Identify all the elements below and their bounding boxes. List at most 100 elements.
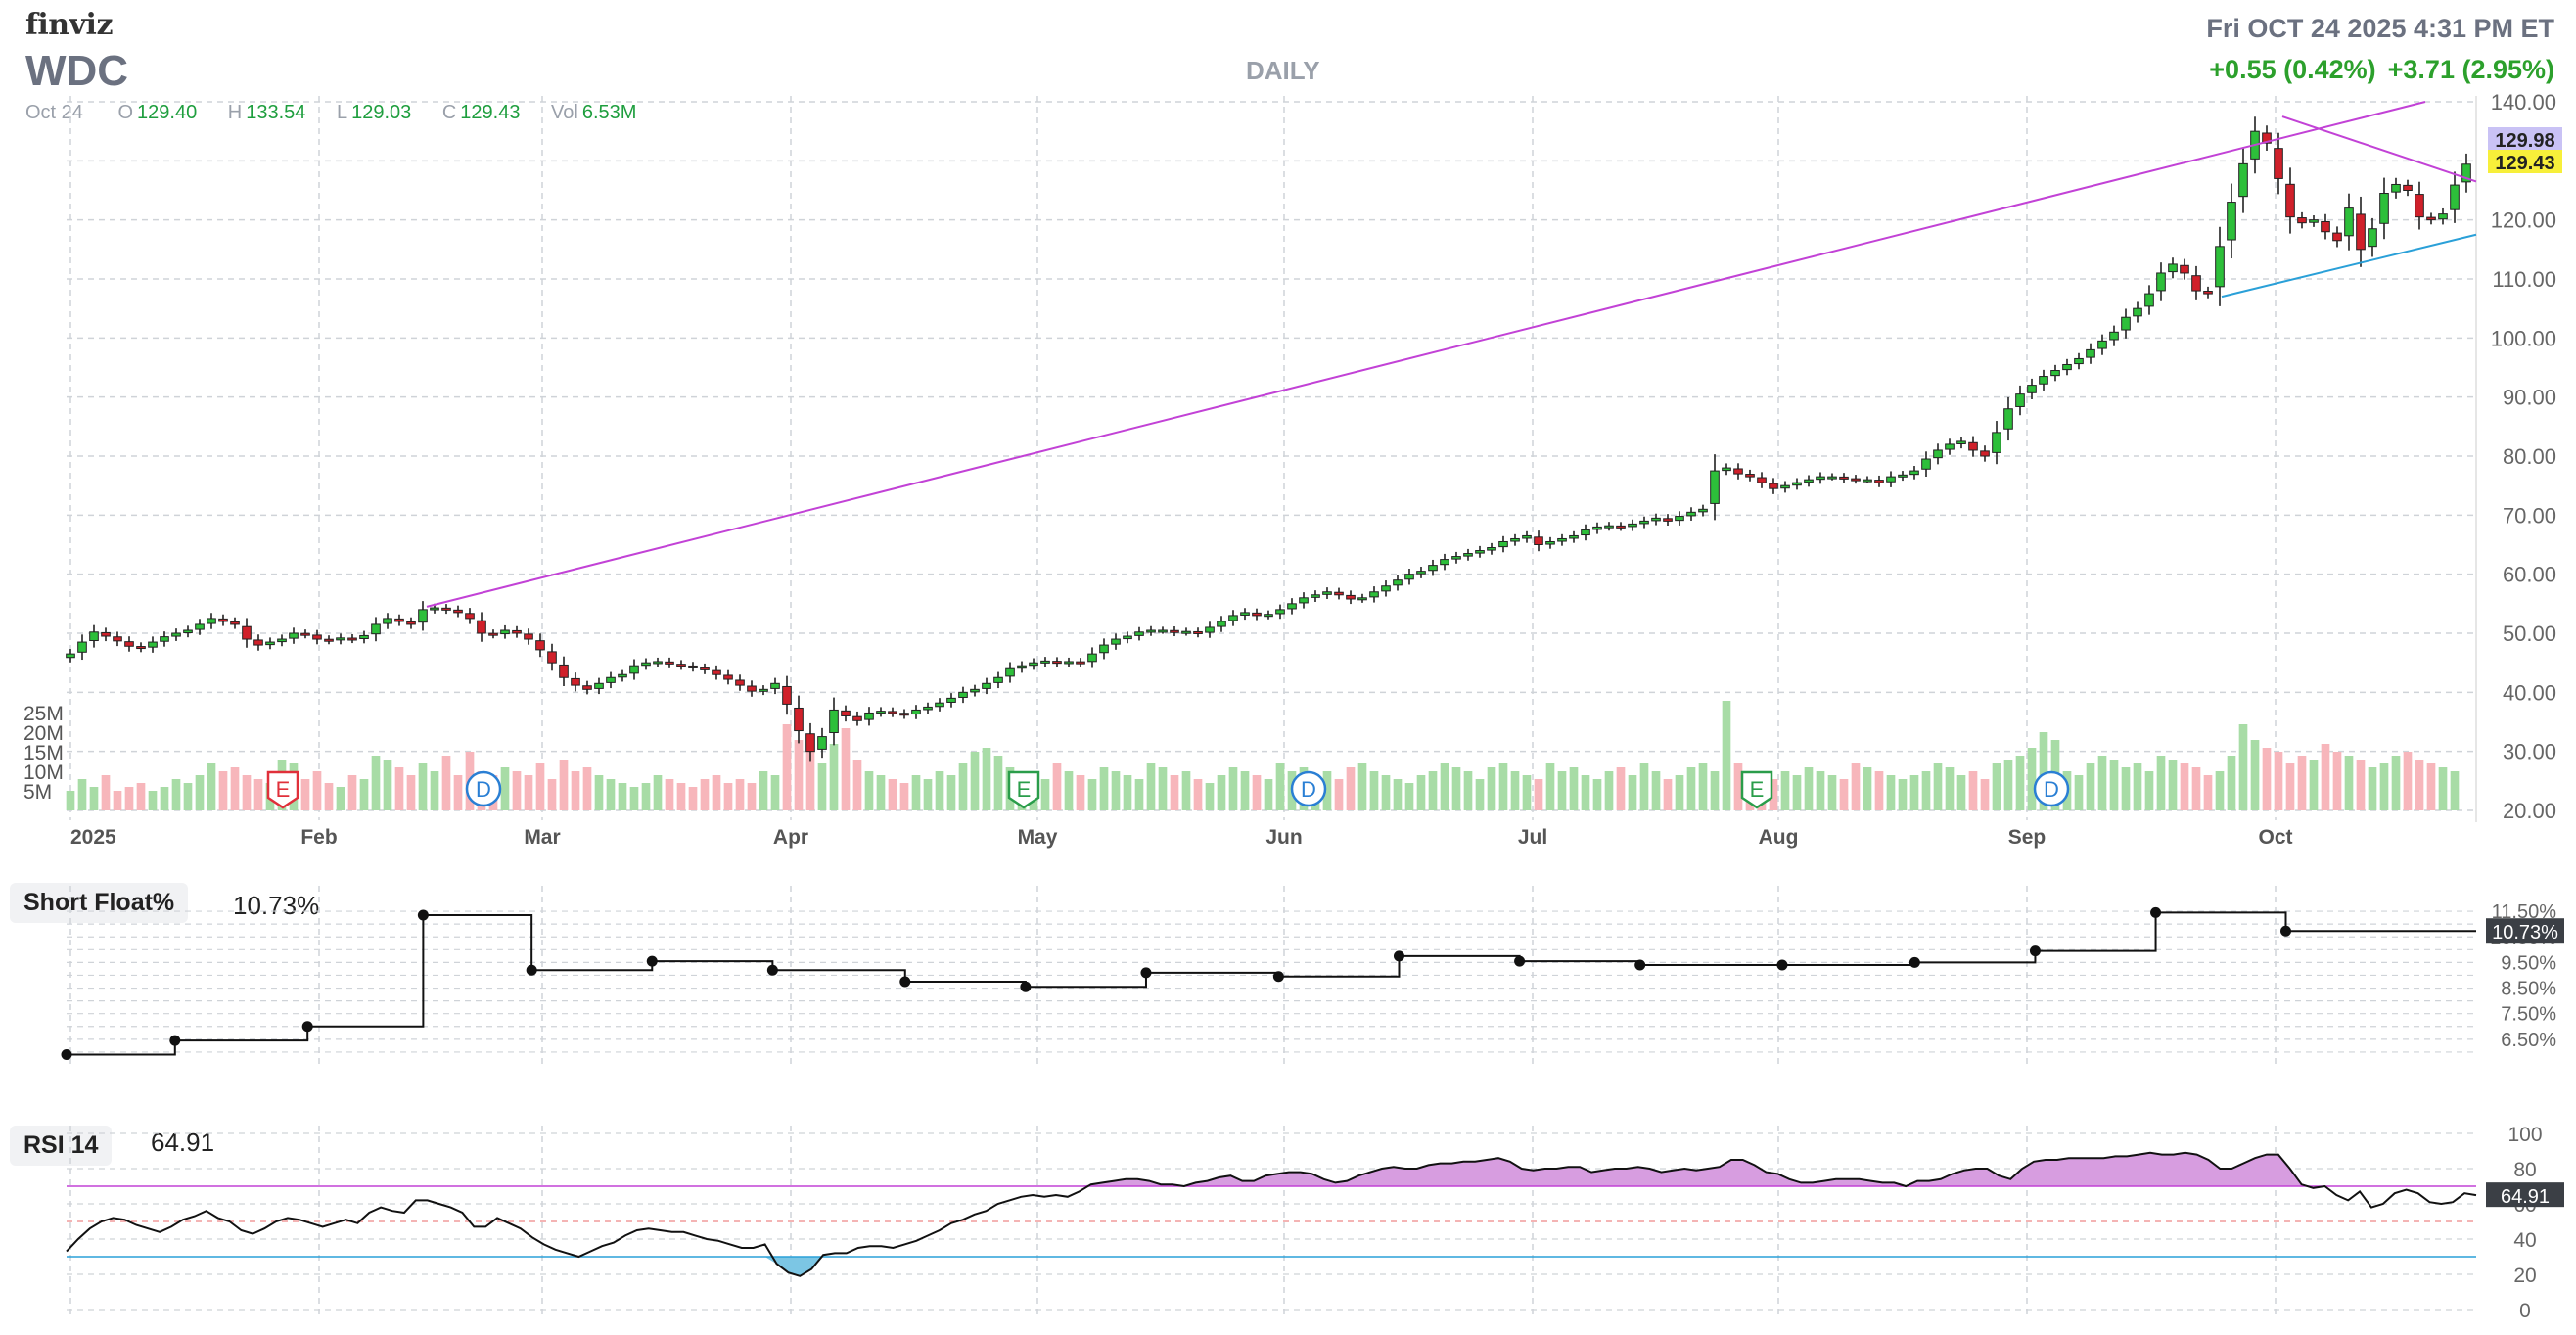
candle-body bbox=[1792, 482, 1802, 486]
candle-body bbox=[2450, 184, 2460, 210]
candle-body bbox=[2215, 246, 2225, 288]
candle-body bbox=[993, 676, 1003, 683]
volume-bar bbox=[1639, 763, 1649, 810]
candle-body bbox=[817, 736, 827, 750]
candle-body bbox=[1134, 631, 1144, 636]
candle-body bbox=[759, 688, 768, 692]
volume-bar bbox=[1780, 771, 1790, 810]
short-float-point bbox=[1393, 950, 1404, 962]
candle-body bbox=[946, 697, 956, 703]
candle-body bbox=[1886, 476, 1896, 483]
upper-channel-line bbox=[2281, 115, 2477, 183]
volume-bar bbox=[911, 775, 921, 810]
candle-body bbox=[2426, 216, 2436, 221]
volume-bar bbox=[2168, 760, 2178, 810]
volume-bar bbox=[1087, 779, 1097, 810]
volume-bar bbox=[1686, 767, 1696, 810]
volume-bar bbox=[2144, 771, 2154, 810]
price-tag-bg bbox=[2488, 150, 2562, 173]
candle-body bbox=[289, 632, 299, 639]
volume-bar bbox=[1146, 763, 1156, 810]
volume-bar bbox=[2203, 775, 2213, 810]
low-value: 129.03 bbox=[351, 102, 412, 123]
rsi-tick-label: 20 bbox=[2513, 1265, 2536, 1287]
volume-bar bbox=[2368, 767, 2377, 810]
volume-bar bbox=[430, 771, 439, 810]
candle-body bbox=[1170, 629, 1179, 633]
candle-body bbox=[1675, 516, 1684, 522]
rsi-tick-label: 80 bbox=[2513, 1159, 2536, 1181]
volume-bar bbox=[1839, 779, 1849, 810]
candle-body bbox=[1052, 661, 1062, 665]
candle-body bbox=[2003, 408, 2013, 430]
candle-body bbox=[559, 664, 569, 678]
candle-body bbox=[582, 685, 592, 690]
volume-bar bbox=[512, 771, 522, 810]
candle-body bbox=[1381, 585, 1391, 592]
candle-body bbox=[665, 661, 674, 665]
candle-body bbox=[1722, 467, 1731, 472]
y-tick-label: 80.00 bbox=[2503, 444, 2556, 469]
volume-bar bbox=[1898, 779, 1908, 810]
volume-bar bbox=[1064, 771, 1074, 810]
candle-body bbox=[723, 674, 733, 680]
rsi-overbought-fill bbox=[67, 1152, 2476, 1186]
rsi-line bbox=[66, 1151, 2477, 1277]
candle-body bbox=[524, 633, 533, 640]
candle-body bbox=[1287, 603, 1297, 610]
volume-bar bbox=[2039, 732, 2048, 810]
volume-bar bbox=[406, 775, 416, 810]
volume-bar bbox=[1534, 779, 1543, 810]
candle-body bbox=[864, 712, 874, 720]
candle-body bbox=[1898, 474, 1908, 478]
candle-body bbox=[347, 637, 357, 641]
short-float-current-label: 10.73% bbox=[2492, 922, 2558, 944]
short-float-tag-bg bbox=[2486, 918, 2564, 944]
volume-bar bbox=[2415, 760, 2424, 810]
volume-bar bbox=[571, 771, 580, 810]
candle-body bbox=[606, 676, 616, 683]
volume-bar bbox=[2015, 756, 2025, 810]
short-float-point bbox=[1020, 981, 1032, 992]
quote-datetime: Fri OCT 24 2025 4:31 PM ET bbox=[2206, 14, 2554, 43]
candle-body bbox=[265, 641, 275, 646]
candle-body bbox=[300, 632, 310, 636]
candle-body bbox=[418, 609, 428, 623]
candle-body bbox=[1534, 536, 1543, 545]
volume-bar bbox=[183, 783, 193, 810]
volume-bar bbox=[371, 756, 381, 810]
candle-body bbox=[1416, 571, 1426, 575]
candle-body bbox=[89, 631, 99, 642]
candle-body bbox=[1651, 517, 1661, 522]
short-float-point bbox=[2150, 906, 2162, 918]
candle-body bbox=[1921, 458, 1931, 470]
candle-body bbox=[1816, 476, 1825, 481]
volume-bar bbox=[794, 740, 804, 810]
candle-body bbox=[2015, 393, 2025, 407]
rsi-tag[interactable]: RSI 14 bbox=[10, 1126, 113, 1166]
volume-bar bbox=[394, 767, 404, 810]
volume-bar bbox=[1264, 779, 1273, 810]
x-tick-label: Jun bbox=[1265, 826, 1302, 849]
volume-bar bbox=[993, 756, 1003, 810]
candle-body bbox=[1123, 635, 1132, 640]
volume-bar bbox=[207, 763, 216, 810]
volume-bar bbox=[113, 791, 122, 810]
candle-body bbox=[852, 715, 862, 721]
candle-body bbox=[1933, 449, 1943, 459]
candle-body bbox=[312, 634, 322, 640]
short-float-tag[interactable]: Short Float% bbox=[10, 883, 189, 923]
low-label: L bbox=[336, 102, 348, 123]
finviz-logo[interactable]: finviz bbox=[25, 8, 113, 42]
volume-bar bbox=[312, 771, 322, 810]
volume-bar bbox=[2379, 763, 2389, 810]
candle-body bbox=[1956, 440, 1966, 444]
candle-body bbox=[571, 677, 580, 686]
candle-body bbox=[1357, 597, 1367, 601]
volume-bar bbox=[817, 763, 827, 810]
ohlc-date: Oct 24 bbox=[25, 102, 83, 123]
volume-bar bbox=[1076, 775, 1085, 810]
candle-body bbox=[1346, 594, 1356, 600]
candle-body bbox=[1111, 638, 1121, 645]
